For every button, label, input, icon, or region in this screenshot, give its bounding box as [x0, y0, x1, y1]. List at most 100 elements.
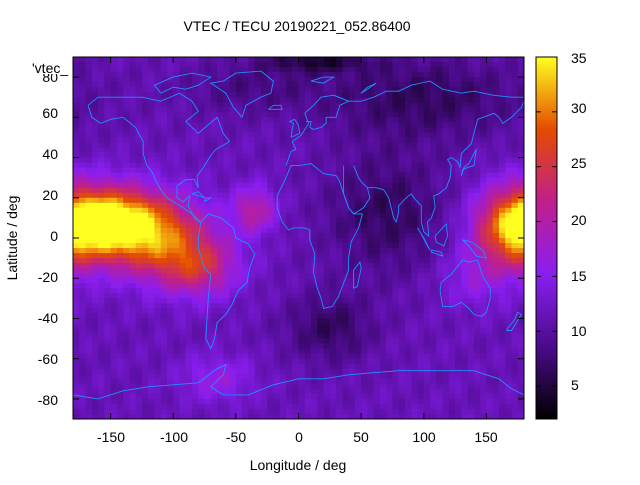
heatmap-cell	[304, 182, 312, 189]
heatmap-cell	[342, 238, 350, 244]
heatmap-cell	[304, 243, 312, 249]
heatmap-cell	[123, 172, 130, 179]
heatmap-cell	[486, 343, 494, 350]
heatmap-cell	[411, 283, 418, 289]
heatmap-cell	[148, 127, 155, 133]
heatmap-cell	[198, 62, 205, 68]
heatmap-cell	[323, 398, 331, 405]
heatmap-cell	[110, 187, 118, 194]
heatmap-cell	[254, 293, 262, 299]
heatmap-cell	[235, 383, 243, 390]
heatmap-cell	[104, 333, 111, 339]
heatmap-cell	[473, 278, 481, 284]
heatmap-cell	[517, 378, 524, 385]
heatmap-cell	[354, 82, 362, 88]
heatmap-cell	[273, 207, 281, 214]
heatmap-cell	[79, 162, 86, 169]
heatmap-cell	[223, 258, 230, 264]
heatmap-cell	[148, 217, 155, 224]
heatmap-cell	[430, 333, 437, 339]
heatmap-cell	[417, 368, 425, 375]
heatmap-cell	[317, 117, 324, 123]
heatmap-cell	[217, 283, 224, 289]
heatmap-cell	[254, 77, 262, 83]
heatmap-cell	[417, 388, 425, 395]
heatmap-cell	[298, 318, 306, 324]
heatmap-cell	[91, 127, 99, 133]
heatmap-cell	[304, 157, 312, 163]
heatmap-cell	[379, 72, 387, 78]
heatmap-cell	[373, 248, 381, 254]
heatmap-cell	[98, 207, 105, 214]
heatmap-cell	[505, 353, 512, 360]
heatmap-cell	[323, 82, 331, 88]
heatmap-cell	[348, 363, 356, 370]
heatmap-cell	[404, 102, 412, 108]
heatmap-cell	[480, 308, 487, 314]
heatmap-cell	[179, 343, 187, 350]
heatmap-cell	[273, 192, 281, 199]
heatmap-cell	[79, 388, 86, 395]
heatmap-cell	[123, 67, 130, 73]
heatmap-cell	[404, 152, 412, 158]
heatmap-cell	[85, 378, 93, 385]
heatmap-cell	[342, 202, 350, 209]
heatmap-cell	[517, 97, 524, 103]
heatmap-cell	[116, 117, 124, 123]
heatmap-cell	[267, 182, 274, 189]
heatmap-cell	[129, 323, 137, 329]
heatmap-cell	[348, 368, 356, 375]
heatmap-cell	[85, 192, 93, 199]
heatmap-cell	[79, 217, 86, 224]
heatmap-cell	[398, 278, 406, 284]
heatmap-cell	[367, 232, 375, 239]
heatmap-cell	[304, 137, 312, 143]
heatmap-cell	[423, 167, 431, 174]
heatmap-cell	[480, 273, 487, 279]
heatmap-cell	[210, 323, 218, 329]
heatmap-cell	[148, 57, 155, 63]
heatmap-cell	[473, 308, 481, 314]
heatmap-cell	[367, 62, 375, 68]
heatmap-cell	[129, 388, 137, 395]
heatmap-cell	[480, 268, 487, 274]
heatmap-cell	[404, 177, 412, 184]
heatmap-cell	[298, 378, 306, 385]
heatmap-cell	[348, 117, 356, 123]
heatmap-cell	[279, 288, 287, 294]
heatmap-cell	[148, 232, 155, 239]
heatmap-cell	[198, 142, 205, 148]
heatmap-cell	[311, 197, 318, 204]
heatmap-cell	[430, 107, 437, 113]
heatmap-cell	[311, 313, 318, 319]
heatmap-cell	[461, 212, 469, 219]
heatmap-cell	[404, 278, 412, 284]
heatmap-cell	[292, 253, 299, 259]
heatmap-cell	[248, 343, 256, 350]
heatmap-cell	[267, 57, 274, 63]
heatmap-cell	[461, 232, 469, 239]
heatmap-cell	[254, 313, 262, 319]
heatmap-cell	[448, 132, 456, 138]
heatmap-cell	[430, 378, 437, 385]
heatmap-cell	[229, 222, 237, 229]
heatmap-cell	[342, 212, 350, 219]
heatmap-cell	[498, 293, 506, 299]
heatmap-cell	[492, 268, 500, 274]
heatmap-cell	[154, 393, 162, 400]
heatmap-cell	[436, 318, 443, 324]
heatmap-cell	[417, 343, 425, 350]
heatmap-cell	[492, 162, 500, 169]
heatmap-cell	[160, 222, 168, 229]
heatmap-cell	[166, 368, 174, 375]
heatmap-cell	[129, 358, 137, 365]
heatmap-cell	[448, 182, 456, 189]
heatmap-cell	[217, 328, 224, 334]
heatmap-cell	[367, 253, 375, 259]
heatmap-cell	[160, 383, 168, 390]
heatmap-cell	[461, 378, 469, 385]
heatmap-cell	[229, 268, 237, 274]
heatmap-cell	[116, 77, 124, 83]
heatmap-cell	[386, 142, 393, 148]
heatmap-cell	[486, 388, 494, 395]
